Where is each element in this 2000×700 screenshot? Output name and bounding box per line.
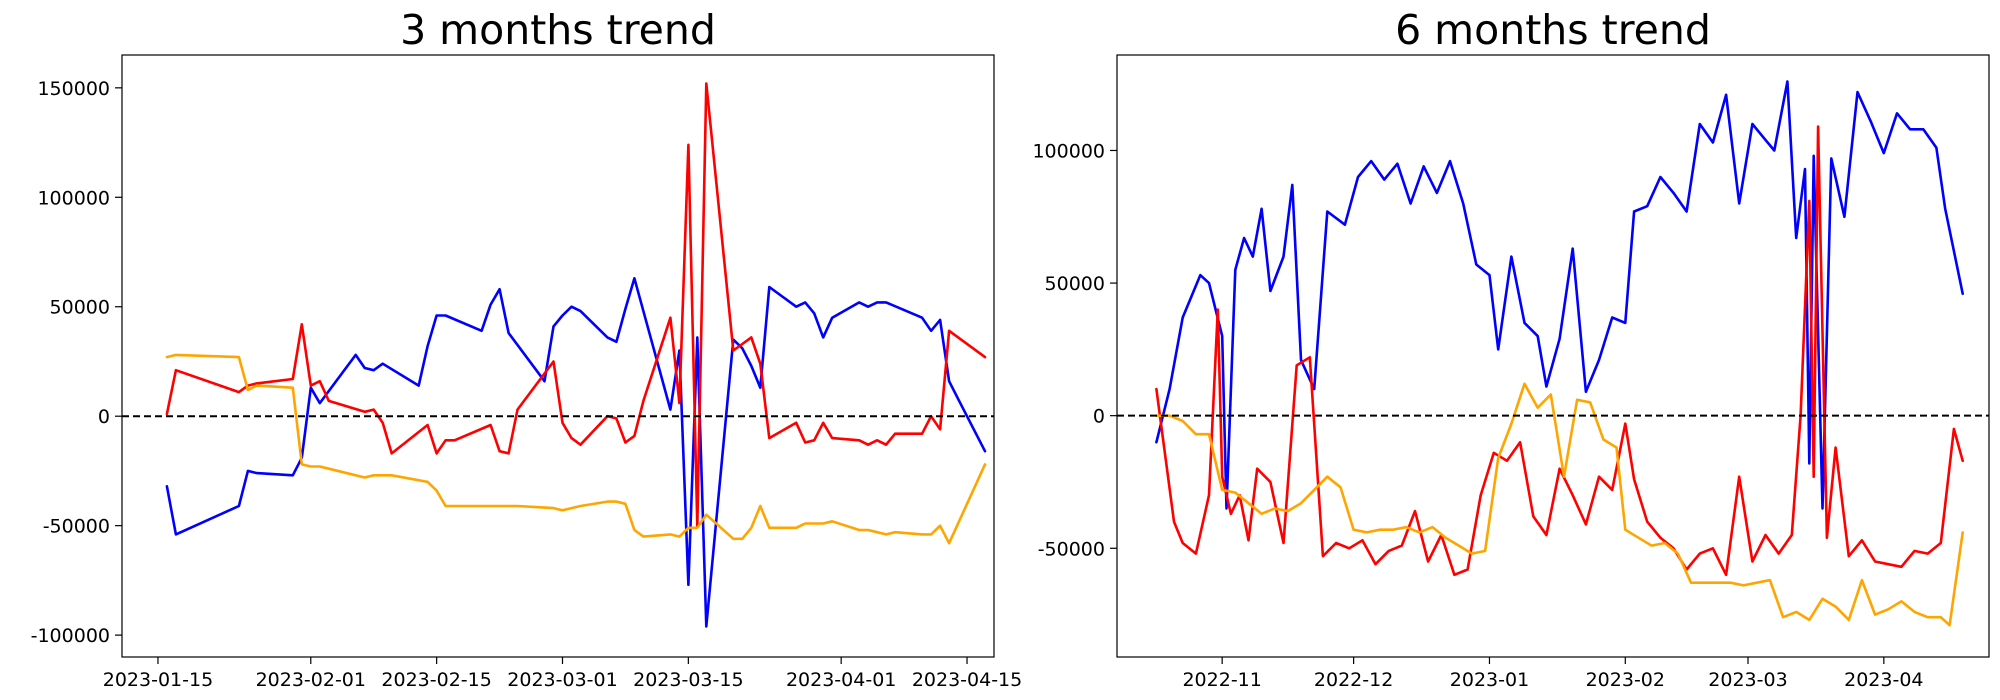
series-line-2 (1155, 382, 1964, 627)
y-tick-label: 0 (98, 406, 110, 428)
y-tick-label: -50000 (43, 516, 110, 538)
series-line-1 (165, 82, 987, 528)
x-tick-label: 2023-02 (1586, 669, 1665, 691)
x-tick-label: 2023-02-15 (381, 669, 491, 691)
x-tick-label: 2023-04 (1844, 669, 1923, 691)
y-tick-label: 100000 (1032, 140, 1105, 162)
series-group (165, 82, 987, 628)
x-tick-label: 2023-01-15 (103, 669, 213, 691)
x-tick-label: 2023-01 (1450, 669, 1529, 691)
y-tick-label: 50000 (50, 297, 110, 319)
series-line-2 (165, 353, 987, 545)
plot-frame (121, 54, 995, 658)
series-line-0 (1155, 80, 1964, 510)
y-tick-label: 100000 (37, 187, 110, 209)
x-tick-label: 2023-03-15 (633, 669, 743, 691)
y-tick-label: 0 (1093, 406, 1105, 428)
y-tick-label: 150000 (37, 78, 110, 100)
x-tick-label: 2023-03-01 (507, 669, 617, 691)
series-line-0 (165, 276, 987, 628)
series-group (1155, 80, 1964, 627)
plot-frame (1116, 54, 1990, 658)
chart-6-months: 6 months trend -50000 0 50000 100000 2022-11 2… (1032, 6, 1990, 691)
x-tick-label: 2023-04-01 (786, 669, 896, 691)
chart-title: 3 months trend (400, 6, 716, 54)
x-tick-label: 2023-02-01 (256, 669, 366, 691)
y-tick-label: 50000 (1045, 273, 1105, 295)
y-tick-label: -50000 (1038, 538, 1105, 560)
y-tick-label: -100000 (31, 625, 110, 647)
x-tick-label: 2022-11 (1182, 669, 1261, 691)
x-tick-label: 2023-04-15 (912, 669, 1022, 691)
x-tick-label: 2022-12 (1314, 669, 1393, 691)
chart-3-months: 3 months trend -100000 -50000 0 50000 100000 1… (31, 6, 1023, 691)
series-line-1 (1155, 125, 1964, 577)
x-tick-label: 2023-03 (1708, 669, 1787, 691)
chart-title: 6 months trend (1395, 6, 1711, 54)
